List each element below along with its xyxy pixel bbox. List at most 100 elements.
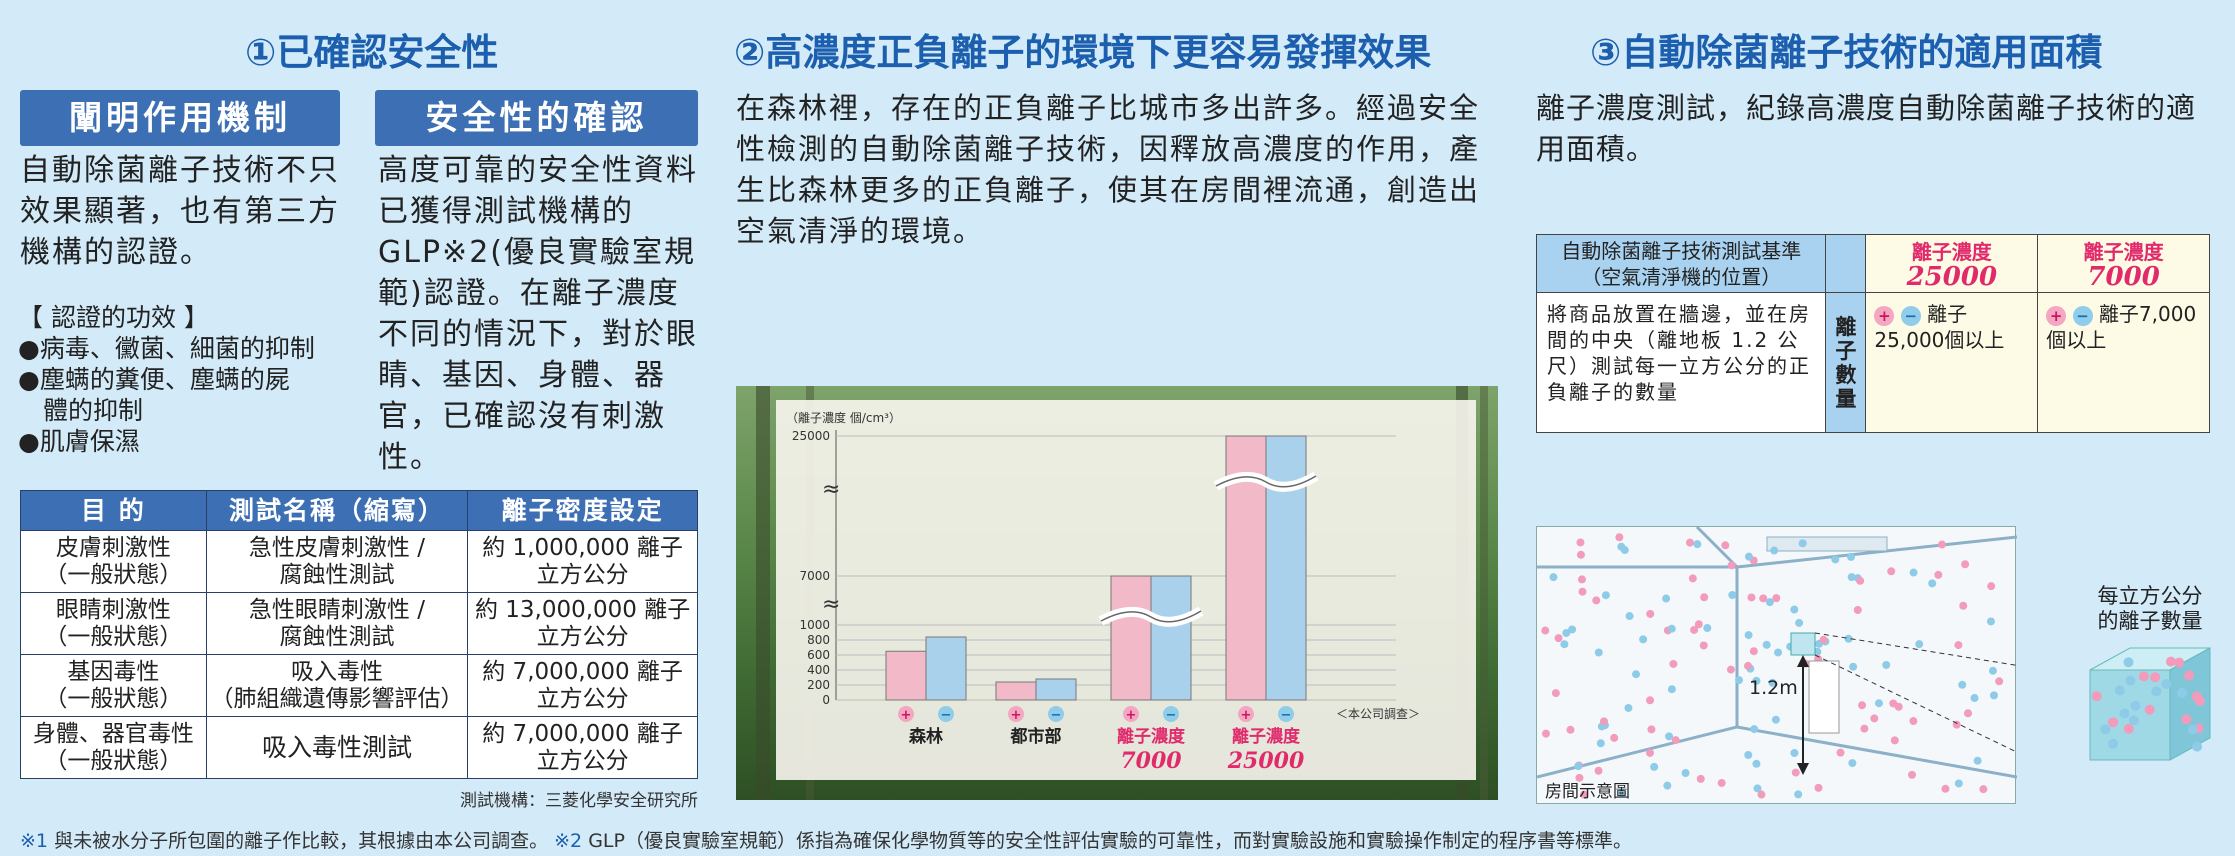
axis-break-symbol: ≈ xyxy=(822,477,840,502)
minus-ion-dot xyxy=(1874,699,1883,708)
minus-ion-dot xyxy=(1847,573,1856,582)
minus-ion-dot xyxy=(1617,542,1626,551)
minus-ion-dot xyxy=(1639,635,1648,644)
minus-ion-dot xyxy=(1774,648,1783,657)
plus-ion-icon xyxy=(1238,706,1254,722)
minus-ion-dot xyxy=(1831,555,1840,564)
plus-ion-dot xyxy=(1853,606,1862,615)
plus-ion-dot xyxy=(1964,709,1973,718)
bar-plus xyxy=(995,681,1037,701)
y-tick-label: 800 xyxy=(807,633,830,647)
plus-ion-dot xyxy=(1551,689,1560,698)
plus-ion-dot xyxy=(1541,626,1550,635)
bar-plus xyxy=(1110,575,1152,701)
axis-break-symbol: ≈ xyxy=(822,592,840,617)
chart-panel: （離子濃度 個/cm³） 0 200 400 600 800 1000 7000 25000 ≈ ≈… xyxy=(776,400,1476,780)
chart-note: ＜本公司調查＞ xyxy=(1336,707,1420,721)
plus-ion-dot xyxy=(1870,714,1879,723)
plus-ion-dot xyxy=(1908,770,1917,779)
minus-ion-dot xyxy=(2125,675,2136,686)
plus-ion-dot xyxy=(1814,783,1823,792)
minus-ion-dot xyxy=(1973,756,1982,765)
section1-title: ①已確認安全性 xyxy=(245,31,499,74)
minus-ion-dot xyxy=(1625,612,1634,621)
minus-ion-dot xyxy=(1795,618,1804,627)
footnote-text-2: GLP（優良實驗室規範）係指為確保化學物質等的安全性評估實驗的可靠性，而對實驗設… xyxy=(588,830,1632,852)
bar-break-wave-line xyxy=(1215,475,1317,488)
test-cell: 急性眼睛刺激性 / 腐蝕性測試 xyxy=(205,592,469,655)
minus-ion-dot xyxy=(1665,732,1674,741)
minus-ion-dot xyxy=(1662,594,1671,603)
y-tick-label: 0 xyxy=(822,693,830,707)
plus-ion-dot xyxy=(1685,538,1694,547)
effect-item: 體的抑制 xyxy=(18,396,144,425)
minus-ion-icon xyxy=(1048,706,1064,722)
ion-cube-icon xyxy=(2089,647,2211,761)
category-label: 森林 xyxy=(909,726,943,747)
forest-photo: （離子濃度 個/cm³） 0 200 400 600 800 1000 7000 25000 ≈ ≈… xyxy=(736,386,1498,800)
criteria-header: 自動除菌離子技術測試基準 （空氣清淨機的位置） xyxy=(1535,234,1827,293)
minus-ion-dot xyxy=(1667,624,1676,633)
plus-ion-dot xyxy=(2123,723,2134,734)
plus-ion-dot xyxy=(1610,733,1619,742)
minus-ion-dot xyxy=(1790,748,1799,757)
cube-caption: 每立方公分 的離子數量 xyxy=(2097,584,2203,633)
minus-ion-dot xyxy=(1568,625,1577,634)
ion-test-table: 自動除菌離子技術測試基準 （空氣清淨機的位置） 離子濃度 25000 離子濃度 7… xyxy=(1535,234,2210,433)
mechanism-text: 自動除菌離子技術不只效果顯著，也有第三方機構的認證。 xyxy=(20,153,340,270)
effect-item: ●塵螨的糞便、塵螨的屍 xyxy=(18,365,290,394)
minus-sign: − xyxy=(1166,708,1177,723)
test-organization: 測試機構：三菱化學安全研究所 xyxy=(460,791,698,811)
minus-ion-dot xyxy=(1632,670,1641,679)
minus-ion-dot xyxy=(1771,715,1780,724)
minus-ion-dot xyxy=(1790,605,1799,614)
plus-ion-dot xyxy=(1577,575,1586,584)
bar-minus xyxy=(925,636,967,701)
plus-sign: + xyxy=(901,708,912,723)
minus-ion-dot xyxy=(2151,686,2162,697)
purpose-cell: 基因毒性 （一般狀態） xyxy=(20,654,207,717)
minus-ion-dot xyxy=(2119,708,2130,719)
purpose-cell: 眼睛刺激性 （一般狀態） xyxy=(20,592,207,655)
purpose-cell: 皮膚刺激性 （一般狀態） xyxy=(20,530,207,593)
plus-ion-dot xyxy=(1671,736,1680,745)
minus-ion-dot xyxy=(1970,694,1979,703)
minus-ion-dot xyxy=(1770,546,1779,555)
table-row: 身體、器官毒性 （一般狀態） 吸入毒性測試 約 7,000,000 離子 立方公分 xyxy=(20,716,698,779)
minus-ion-dot xyxy=(1988,666,1997,675)
plus-ion-dot xyxy=(1772,594,1781,603)
room-illustration: 1.2m 房間示意圖 xyxy=(1536,525,2028,804)
effects-title: 【 認證的功效 】 xyxy=(18,303,209,332)
plus-ion-dot xyxy=(1961,560,1970,569)
minus-ion-dot xyxy=(1915,640,1924,649)
minus-ion-dot xyxy=(1594,648,1603,657)
minus-ion-dot xyxy=(2123,657,2134,668)
minus-ion-dot xyxy=(1562,628,1571,637)
plus-ion-dot xyxy=(1791,768,1800,777)
plus-ion-dot xyxy=(1938,540,1947,549)
criteria-body: 將商品放置在牆邊，並在房間的中央（離地板 1.2 公尺）測試每一立方公分的正負離… xyxy=(1535,292,1827,433)
plus-ion-dot xyxy=(1541,729,1550,738)
plus-ion-dot xyxy=(1615,533,1624,542)
plus-ion-dot xyxy=(1727,561,1736,570)
plus-ion-dot xyxy=(1688,574,1697,583)
minus-ion-dot xyxy=(1667,685,1676,694)
minus-ion-dot xyxy=(1752,676,1761,685)
minus-ion-dot xyxy=(1752,759,1761,768)
plus-ion-dot xyxy=(1554,634,1563,643)
test-cell: 吸入毒性 （肺組織遺傳影響評估） xyxy=(205,654,469,717)
count-25000: + − 離子25,000個以上 xyxy=(1865,292,2039,433)
minus-ion-dot xyxy=(1846,552,1855,561)
area-text: 離子濃度測試，紀錄高濃度自動除菌離子技術的適用面積。 xyxy=(1536,91,2197,166)
minus-ion-dot xyxy=(1986,617,1995,626)
plus-ion-dot xyxy=(1941,784,1950,793)
plus-ion-dot xyxy=(1836,748,1845,757)
plus-ion-dot xyxy=(1717,778,1726,787)
footnote-text-1: 與未被水分子所包圍的離子作比較，其根據由本公司調查。 xyxy=(54,830,549,852)
mechanism-heading: 闡明作用機制 xyxy=(20,90,340,146)
plus-ion-dot xyxy=(1594,766,1603,775)
plus-ion-dot xyxy=(1599,717,1608,726)
minus-ion-dot xyxy=(2130,700,2141,711)
category-value: 7000 xyxy=(1120,748,1182,774)
minus-ion-dot xyxy=(1744,750,1753,759)
